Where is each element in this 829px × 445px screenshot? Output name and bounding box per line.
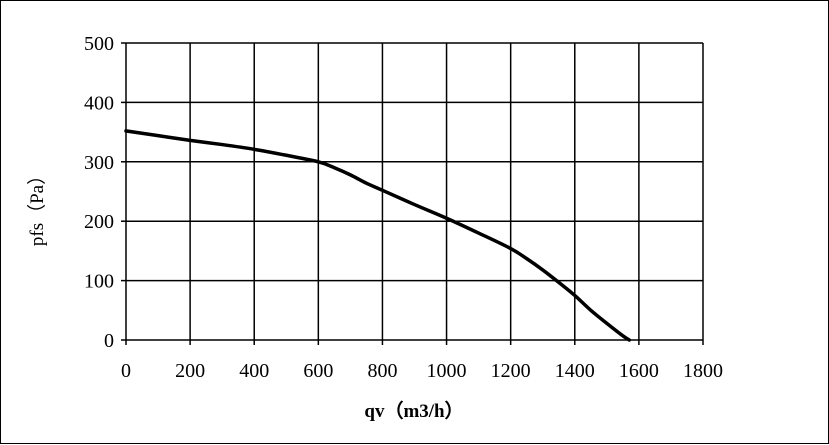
series-line	[124, 129, 632, 342]
x-tick-label: 1200	[491, 360, 531, 382]
x-axis-title: qv（m3/h）	[364, 399, 463, 422]
y-tick-label: 100	[84, 271, 114, 293]
y-tick-label: 400	[84, 92, 114, 114]
x-tick-label: 400	[239, 360, 269, 382]
grid	[121, 42, 704, 345]
x-tick-label: 1000	[427, 360, 467, 382]
x-tick-label: 600	[303, 360, 333, 382]
y-tick-label: 300	[84, 152, 114, 174]
x-tick-labels: 0 200 400 600 800 1000 1200 1400 1600 1800	[121, 360, 723, 382]
y-tick-label: 0	[104, 330, 114, 352]
x-tick-label: 800	[367, 360, 397, 382]
y-tick-labels: 0 100 200 300 400 500	[84, 33, 114, 352]
y-tick-label: 500	[84, 33, 114, 55]
x-tick-label: 200	[175, 360, 205, 382]
x-tick-label: 1600	[619, 360, 659, 382]
x-tick-label: 1800	[683, 360, 723, 382]
y-axis-title: pfs（Pa）	[26, 166, 48, 246]
x-tick-label: 0	[121, 360, 131, 382]
series-group	[124, 129, 632, 342]
y-tick-label: 200	[84, 211, 114, 233]
x-tick-label: 1400	[555, 360, 595, 382]
